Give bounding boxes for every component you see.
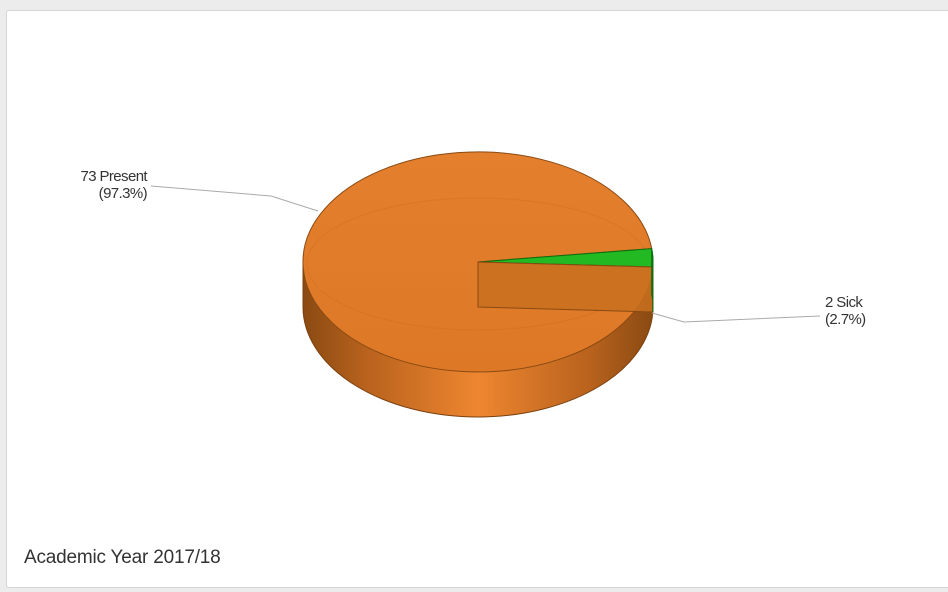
label-sick-percent: (2.7%)	[825, 311, 866, 328]
slice-present-cut-face	[477, 261, 654, 313]
leader-line-sick	[651, 312, 821, 323]
pie-chart: 73 Present (97.3%) 2 Sick (2.7%)	[80, 151, 867, 418]
pie-cut-faces	[477, 248, 654, 313]
chart-footer-title: Academic Year 2017/18	[24, 547, 221, 568]
label-present-percent: (97.3%)	[99, 185, 148, 202]
label-present-count: 73 Present	[80, 168, 148, 185]
leader-line-present	[150, 185, 319, 212]
label-sick-count: 2 Sick	[825, 294, 863, 311]
slice-sick-side	[651, 248, 654, 313]
chart-panel: 73 Present (97.3%) 2 Sick (2.7%) Academi…	[6, 10, 948, 588]
